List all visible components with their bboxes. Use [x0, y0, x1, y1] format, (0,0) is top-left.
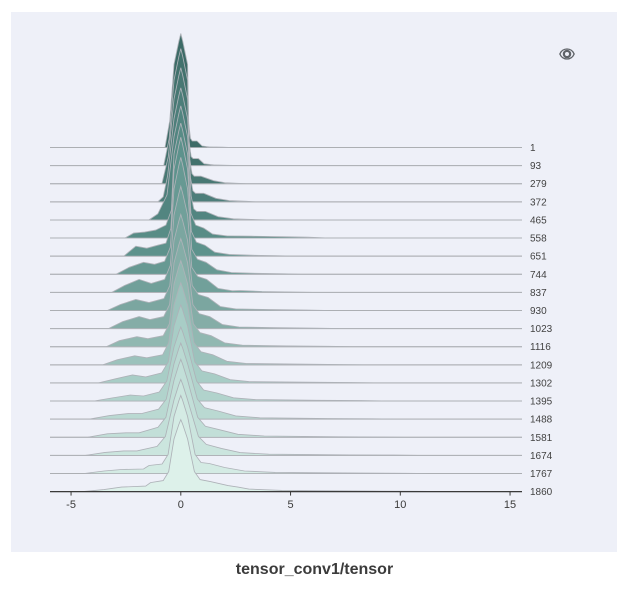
svg-text:372: 372 — [530, 197, 547, 208]
svg-text:279: 279 — [530, 179, 547, 190]
svg-text:15: 15 — [504, 499, 516, 511]
svg-text:5: 5 — [287, 499, 293, 511]
svg-text:744: 744 — [530, 270, 547, 281]
svg-text:1674: 1674 — [530, 451, 553, 462]
svg-text:1860: 1860 — [530, 487, 553, 498]
svg-text:1581: 1581 — [530, 433, 553, 444]
svg-text:93: 93 — [530, 161, 542, 172]
svg-text:1023: 1023 — [530, 324, 553, 335]
svg-text:1: 1 — [530, 143, 536, 154]
svg-text:-5: -5 — [66, 499, 76, 511]
svg-text:1395: 1395 — [530, 397, 553, 408]
svg-text:651: 651 — [530, 252, 547, 263]
svg-text:930: 930 — [530, 306, 547, 317]
svg-text:1488: 1488 — [530, 415, 553, 426]
svg-text:465: 465 — [530, 215, 547, 226]
svg-text:1767: 1767 — [530, 469, 553, 480]
svg-text:10: 10 — [394, 499, 406, 511]
svg-text:837: 837 — [530, 288, 547, 299]
svg-text:0: 0 — [178, 499, 184, 511]
svg-text:1302: 1302 — [530, 378, 553, 389]
svg-text:558: 558 — [530, 234, 547, 245]
svg-text:1209: 1209 — [530, 360, 553, 371]
svg-text:1116: 1116 — [530, 342, 551, 353]
